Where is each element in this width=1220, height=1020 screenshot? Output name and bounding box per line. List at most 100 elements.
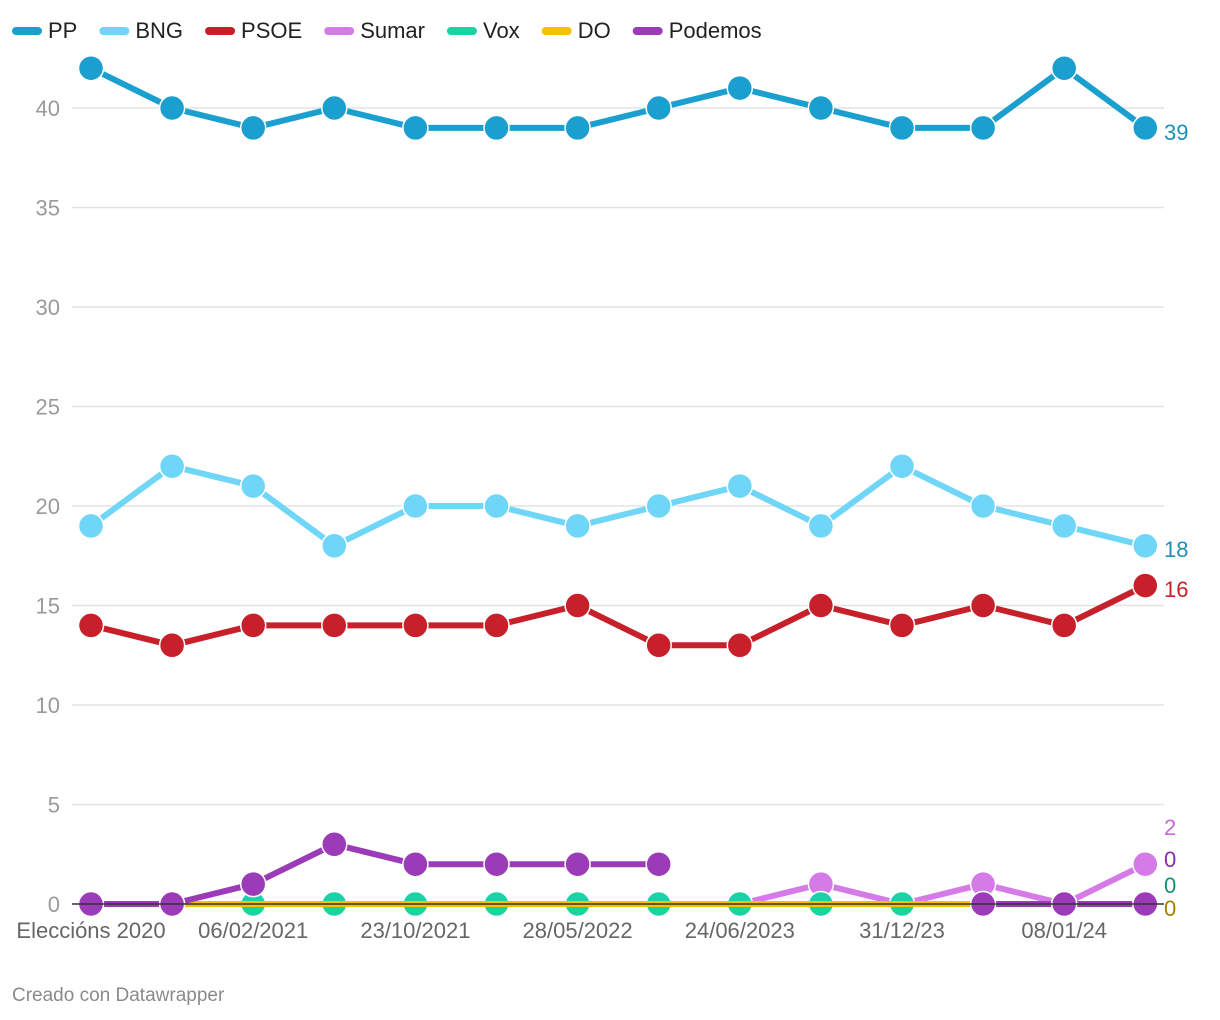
point-bng-4 xyxy=(402,492,429,520)
line-chart: PP BNG PSOE Sumar Vox DO Podemos 0510152025303… xyxy=(12,18,1188,943)
point-pp-10 xyxy=(888,114,916,142)
series-line-bng-0 xyxy=(88,463,1149,549)
point-bng-7 xyxy=(645,492,672,520)
end-label-pp: 39 xyxy=(1164,120,1188,145)
x-tick-0: Eleccións 2020 xyxy=(16,918,165,943)
legend-swatch-psoe xyxy=(205,27,236,35)
x-tick-1: 06/02/2021 xyxy=(198,918,308,943)
y-tick-25: 25 xyxy=(36,395,60,420)
point-psoe-5 xyxy=(483,612,510,639)
legend-swatch-sumar xyxy=(324,27,355,35)
point-pp-4 xyxy=(402,114,429,142)
point-psoe-9 xyxy=(807,592,835,619)
end-label-bng: 18 xyxy=(1164,537,1188,562)
legend-swatch-vox xyxy=(446,27,477,35)
series-bng xyxy=(77,452,1159,560)
legend-label-do: DO xyxy=(578,18,611,43)
point-pp-13 xyxy=(1132,114,1159,142)
point-psoe-6 xyxy=(564,592,591,619)
point-psoe-0 xyxy=(77,612,105,639)
legend-swatch-podemos xyxy=(632,27,663,35)
point-pp-6 xyxy=(564,114,591,142)
y-tick-40: 40 xyxy=(36,96,60,121)
y-tick-35: 35 xyxy=(36,196,60,221)
point-bng-8 xyxy=(726,472,754,500)
end-label-podemos: 0 xyxy=(1164,847,1176,872)
end-label-psoe: 16 xyxy=(1164,577,1188,602)
legend-item-do: DO xyxy=(541,18,611,43)
x-tick-6: 08/01/24 xyxy=(1021,918,1107,943)
series-line-podemos-0 xyxy=(88,841,662,907)
legend-label-sumar: Sumar xyxy=(360,18,425,43)
point-sumar-13 xyxy=(1132,850,1159,878)
point-bng-13 xyxy=(1132,532,1159,560)
legend-swatch-do xyxy=(541,27,572,35)
point-psoe-13 xyxy=(1132,572,1159,599)
point-psoe-3 xyxy=(321,612,348,639)
point-psoe-2 xyxy=(239,612,267,639)
legend-swatch-pp xyxy=(12,27,42,35)
y-tick-0: 0 xyxy=(48,892,60,917)
point-psoe-10 xyxy=(888,612,916,639)
legend-item-psoe: PSOE xyxy=(205,18,302,43)
legend-item-pp: PP xyxy=(12,18,77,43)
point-bng-3 xyxy=(321,532,348,560)
point-psoe-8 xyxy=(726,632,754,659)
series-group xyxy=(72,54,1164,918)
legend-swatch-bng xyxy=(99,27,130,35)
point-pp-0 xyxy=(77,54,105,82)
end-label-do: 0 xyxy=(1164,896,1176,921)
legend-label-pp: PP xyxy=(48,18,77,43)
point-pp-2 xyxy=(239,114,267,142)
y-tick-30: 30 xyxy=(36,295,60,320)
point-podemos-3 xyxy=(321,831,348,858)
legend-label-vox: Vox xyxy=(483,18,520,43)
legend-item-bng: BNG xyxy=(99,18,183,43)
point-bng-0 xyxy=(77,512,105,540)
y-tick-15: 15 xyxy=(36,594,60,619)
series-psoe xyxy=(77,572,1159,659)
legend-item-sumar: Sumar xyxy=(324,18,425,43)
point-psoe-7 xyxy=(645,632,672,659)
series-pp xyxy=(77,54,1159,142)
point-bng-1 xyxy=(158,452,186,480)
point-pp-3 xyxy=(321,94,348,122)
grid-lines xyxy=(72,107,1164,806)
point-podemos-4 xyxy=(402,850,429,878)
point-bng-12 xyxy=(1050,512,1078,540)
legend: PP BNG PSOE Sumar Vox DO Podemos xyxy=(12,18,762,43)
end-label-sumar: 2 xyxy=(1164,815,1176,840)
y-tick-10: 10 xyxy=(36,693,60,718)
end-label-vox: 0 xyxy=(1164,873,1176,898)
x-axis: Eleccións 2020 06/02/2021 23/10/2021 28/05/… xyxy=(16,918,1107,943)
y-tick-5: 5 xyxy=(48,793,60,818)
point-psoe-12 xyxy=(1050,612,1078,639)
x-tick-2: 23/10/2021 xyxy=(360,918,470,943)
point-psoe-1 xyxy=(158,632,186,659)
point-bng-5 xyxy=(483,492,510,520)
point-pp-8 xyxy=(726,74,754,102)
y-tick-20: 20 xyxy=(36,494,60,519)
legend-item-vox: Vox xyxy=(446,18,520,43)
x-tick-3: 28/05/2022 xyxy=(523,918,633,943)
point-pp-12 xyxy=(1050,54,1078,82)
point-podemos-2 xyxy=(239,870,267,898)
x-tick-5: 31/12/23 xyxy=(859,918,945,943)
point-bng-10 xyxy=(888,452,916,480)
legend-label-podemos: Podemos xyxy=(669,18,762,43)
point-bng-11 xyxy=(969,492,997,520)
point-bng-6 xyxy=(564,512,591,540)
point-pp-1 xyxy=(158,94,186,122)
point-psoe-4 xyxy=(402,612,429,639)
x-tick-4: 24/06/2023 xyxy=(685,918,795,943)
series-line-sumar-0 xyxy=(736,861,1149,907)
point-bng-2 xyxy=(239,472,267,500)
point-bng-9 xyxy=(807,512,835,540)
series-line-pp-0 xyxy=(88,65,1149,131)
point-pp-5 xyxy=(483,114,510,142)
credit-text: Creado con Datawrapper xyxy=(12,985,225,1006)
point-podemos-7 xyxy=(645,850,672,878)
point-podemos-6 xyxy=(564,850,591,878)
point-pp-9 xyxy=(807,94,835,122)
y-axis: 0 5 10 15 20 25 30 35 40 xyxy=(36,96,60,917)
